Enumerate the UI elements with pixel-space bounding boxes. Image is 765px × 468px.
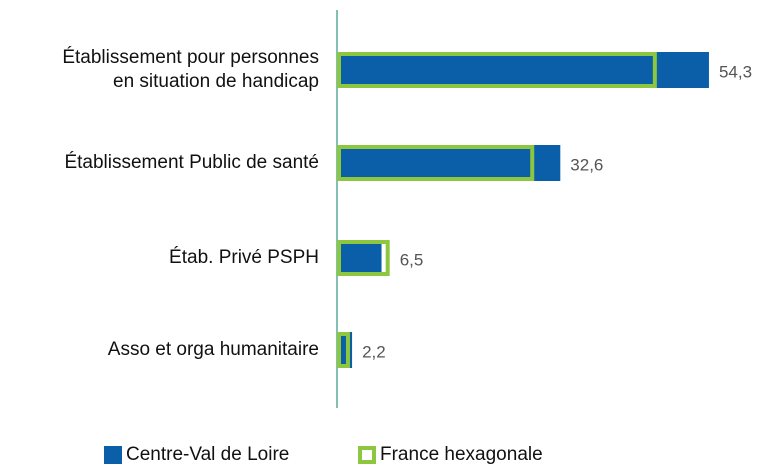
bar-outline <box>337 52 657 88</box>
legend-item: Centre-Val de Loire <box>104 444 289 466</box>
category-label: Asso et orga humanitaire <box>107 339 319 360</box>
value-label: 32,6 <box>570 155 603 174</box>
category-label: Étab. Privé PSPH <box>169 247 319 268</box>
bar <box>337 145 561 181</box>
legend-item: France hexagonale <box>358 444 543 466</box>
value-label: 2,2 <box>362 342 386 361</box>
bar-outline <box>337 332 350 368</box>
category-label: Établissement Public de santé <box>64 152 319 173</box>
bar-outline <box>337 145 535 181</box>
legend-swatch <box>104 446 122 464</box>
bar-outline <box>337 240 390 276</box>
bar <box>337 52 709 88</box>
legend-label: France hexagonale <box>380 444 543 465</box>
value-label: 54,3 <box>719 62 752 81</box>
bar <box>337 240 382 276</box>
value-label: 6,5 <box>400 250 424 269</box>
legend-label: Centre-Val de Loire <box>126 444 290 465</box>
category-label: Établissement pour personnes en situatio… <box>62 47 319 92</box>
legend-swatch <box>358 446 376 464</box>
